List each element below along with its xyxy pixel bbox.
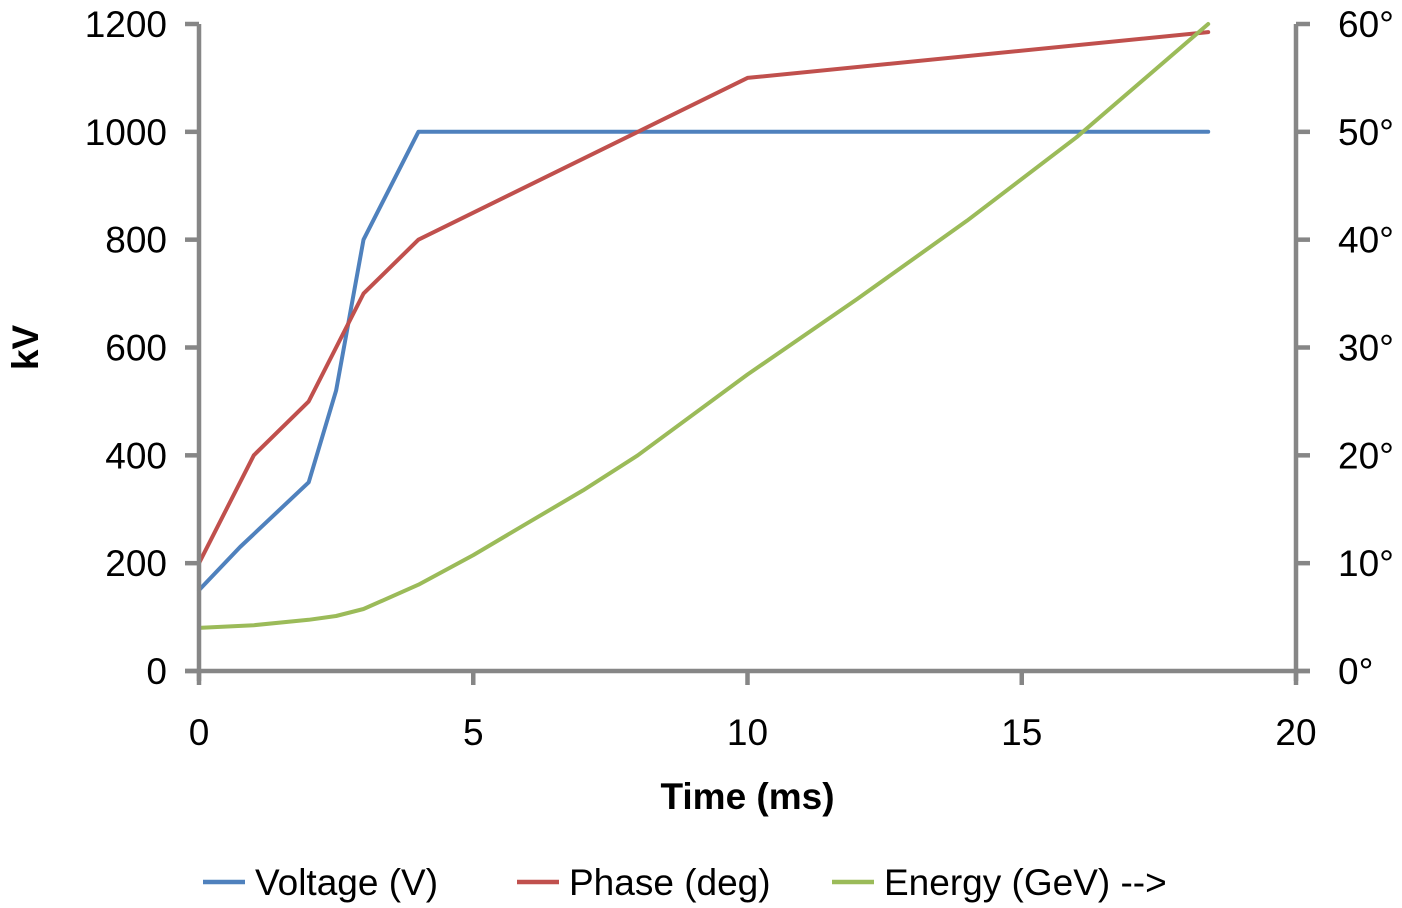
x-tick-label: 5 [463,712,484,753]
y-tick-label: 1000 [85,112,167,153]
y-axis-title: kV [5,325,46,371]
legend-item-phase-deg: Phase (deg) [517,862,771,903]
plot-lines [197,22,1211,630]
y-tick-label: 800 [105,220,167,261]
y2-tick-label: 40° [1338,220,1394,261]
series-line-energy-gev [197,22,1211,630]
y-tick-label: 200 [105,543,167,584]
series-line-voltage-v [197,129,1211,593]
y2-tick-label: 10° [1338,543,1394,584]
y2-tick-label: 0° [1338,651,1373,692]
axes [185,21,1310,685]
y2-tick-label: 60° [1338,4,1394,45]
labels: 0200400600800100012000°10°20°30°40°50°60… [5,4,1394,817]
series-line-phase-deg [197,30,1211,566]
x-axis-title: Time (ms) [660,776,834,817]
y-tick-label: 0 [146,651,167,692]
x-tick-label: 10 [727,712,768,753]
y2-tick-label: 50° [1338,112,1394,153]
legend-item-voltage-v: Voltage (V) [203,862,438,903]
y-tick-label: 400 [105,435,167,476]
y2-tick-label: 30° [1338,328,1394,369]
y-tick-label: 1200 [85,4,167,45]
legend-label: Voltage (V) [255,862,438,903]
legend-label: Energy (GeV) --> [884,862,1167,903]
legend-label: Phase (deg) [569,862,771,903]
legend: Voltage (V) Phase (deg) Energy (GeV) --> [203,862,1167,903]
y2-tick-label: 20° [1338,435,1394,476]
x-tick-label: 0 [189,712,210,753]
x-tick-label: 15 [1001,712,1042,753]
legend-item-energy-gev: Energy (GeV) --> [832,862,1167,903]
x-tick-label: 20 [1275,712,1316,753]
y-tick-label: 600 [105,328,167,369]
